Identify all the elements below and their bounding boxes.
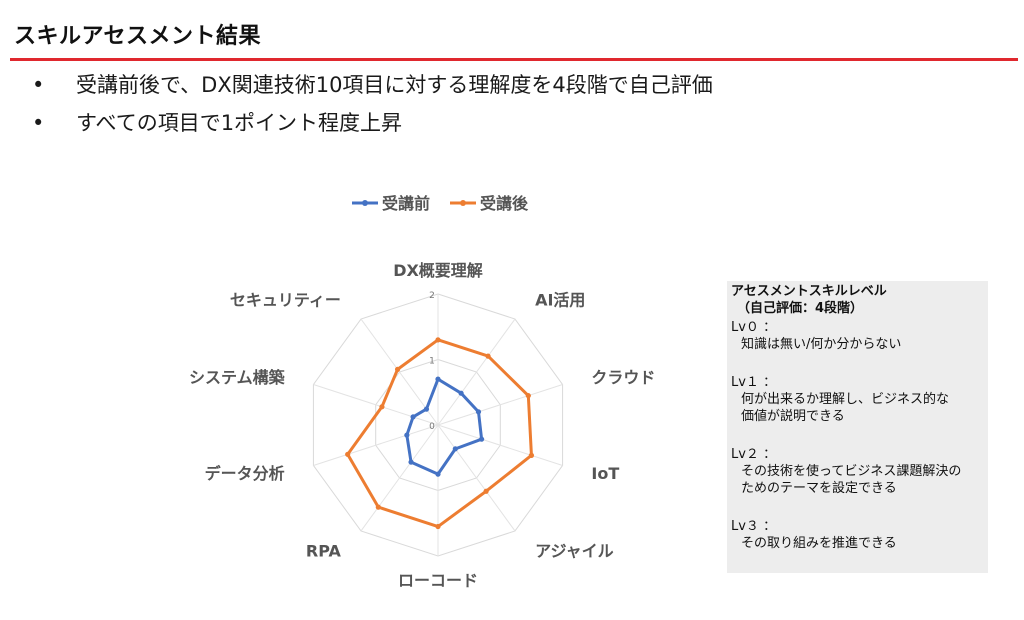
data-point <box>435 376 441 382</box>
category-label: データ分析 <box>205 464 285 483</box>
skill-level-panel: アセスメントスキルレベル （自己評価：4段階） Lv０ ： 知識は無い/何か分か… <box>727 281 988 573</box>
grid-spoke <box>437 424 516 532</box>
data-point <box>475 409 482 415</box>
grid-spoke <box>437 384 563 426</box>
grid-spoke <box>313 384 439 426</box>
level-0-desc: 知識は無い/何か分からない <box>741 337 902 352</box>
tick-label: 2 <box>429 291 435 301</box>
level-2-desc: ためのテーマを設定できる <box>741 481 897 496</box>
data-point <box>435 523 441 530</box>
level-1-desc: 何が出来るか理解し、ビジネス的な <box>741 392 950 407</box>
category-label: システム構築 <box>189 368 286 387</box>
panel-heading: アセスメントスキルレベル <box>731 284 887 299</box>
legend-label: 受講前 <box>382 194 430 213</box>
grid-spoke <box>360 424 439 532</box>
data-point <box>435 471 441 477</box>
category-label: アジャイル <box>535 541 614 560</box>
level-2-label: Lv２ ： <box>731 447 777 462</box>
grid-spoke <box>437 318 516 426</box>
title-underline <box>10 58 1018 61</box>
legend-marker <box>460 200 466 206</box>
bullet-item: • すべての項目で1ポイント程度上昇 <box>32 104 713 142</box>
data-point <box>345 451 351 457</box>
data-point <box>528 452 535 458</box>
tick-label: 0 <box>429 422 435 432</box>
data-point <box>404 432 410 438</box>
bullet-icon: • <box>32 111 45 135</box>
bullet-icon: • <box>32 73 45 97</box>
level-0-label: Lv０ ： <box>731 320 777 335</box>
data-point <box>408 459 414 465</box>
level-3-label: Lv３ ： <box>731 519 777 534</box>
category-label: AI活用 <box>535 291 585 310</box>
category-label: セキュリティー <box>230 291 341 310</box>
category-label: DX概要理解 <box>393 261 483 280</box>
data-point <box>379 404 385 410</box>
grid-spoke <box>437 424 563 466</box>
level-2-desc: その技術を使ってビジネス課題解決の <box>741 464 962 479</box>
data-point <box>394 366 401 372</box>
grid-spoke <box>313 424 439 466</box>
level-1-label: Lv１ ： <box>731 375 777 390</box>
category-label: RPA <box>306 541 342 560</box>
data-point <box>458 390 464 396</box>
level-3-desc: その取り組みを推進できる <box>741 536 897 551</box>
data-point <box>452 446 458 452</box>
category-label: IoT <box>591 464 619 483</box>
legend-label: 受講後 <box>480 194 529 213</box>
bullet-item: • 受講前後で、DX関連技術10項目に対する理解度を4段階で自己評価 <box>32 66 713 104</box>
category-label: ローコード <box>398 571 478 590</box>
page-title: スキルアセスメント結果 <box>14 24 262 49</box>
level-1-desc: 価値が説明できる <box>741 409 845 424</box>
data-point <box>435 337 441 343</box>
data-point <box>423 406 430 412</box>
tick-label: 1 <box>429 357 435 367</box>
data-point <box>525 393 531 399</box>
data-point <box>410 414 416 420</box>
panel-subheading: （自己評価：4段階） <box>737 301 864 316</box>
data-point <box>479 436 485 442</box>
bullet-list: • 受講前後で、DX関連技術10項目に対する理解度を4段階で自己評価 • すべて… <box>32 66 713 142</box>
legend-marker <box>362 200 368 206</box>
data-point <box>375 504 381 510</box>
data-point <box>483 488 489 494</box>
bullet-text: すべての項目で1ポイント程度上昇 <box>76 111 403 135</box>
data-point <box>485 353 491 359</box>
bullet-text: 受講前後で、DX関連技術10項目に対する理解度を4段階で自己評価 <box>76 73 713 97</box>
category-label: クラウド <box>591 368 655 387</box>
